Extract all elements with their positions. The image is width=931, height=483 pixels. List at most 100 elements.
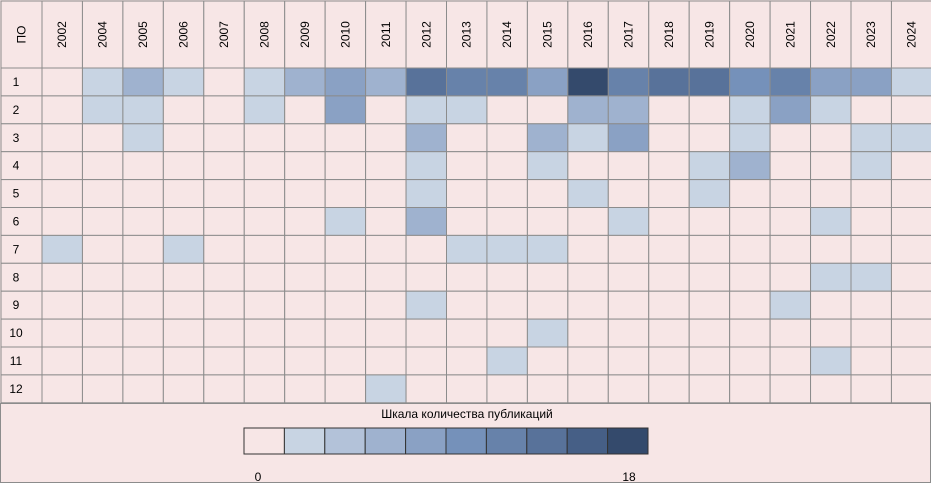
heatmap-cell: [446, 123, 488, 153]
heatmap-cell: [81, 262, 124, 292]
column-header-cell: [648, 0, 690, 69]
column-header-cell: [850, 0, 892, 69]
heatmap-cell: [162, 179, 205, 209]
heatmap-cell: [850, 207, 892, 236]
scale-title: Шкала количества публикаций: [381, 407, 553, 421]
heatmap-cell: [405, 179, 447, 209]
heatmap-cell: [41, 207, 83, 236]
heatmap-cell: [41, 67, 83, 97]
heatmap-cell: [405, 346, 447, 376]
column-header-label: 2002: [55, 21, 69, 48]
heatmap-cell: [162, 123, 205, 153]
heatmap-cell: [446, 262, 488, 292]
heatmap-cell: [567, 346, 609, 376]
heatmap-cell: [162, 151, 205, 181]
scale-swatch: [324, 427, 366, 455]
row-label: 7: [13, 242, 20, 256]
heatmap-cell: [365, 262, 407, 292]
heatmap-cell: [607, 346, 650, 376]
heatmap-cell: [81, 207, 124, 236]
row-label: 3: [13, 131, 20, 145]
heatmap-cell: [890, 374, 931, 404]
heatmap-cell: [648, 374, 690, 404]
heatmap-cell: [648, 234, 690, 264]
heatmap-cell: [648, 151, 690, 181]
heatmap-cell: [688, 151, 731, 181]
heatmap-cell: [203, 290, 245, 320]
heatmap-cell: [810, 179, 852, 209]
heatmap-cell: [405, 234, 447, 264]
heatmap-cell: [850, 262, 892, 292]
heatmap-cell: [688, 318, 731, 348]
heatmap-cell: [890, 207, 931, 236]
heatmap-cell: [890, 67, 931, 97]
heatmap-cell: [81, 346, 124, 376]
heatmap-cell: [850, 151, 892, 181]
heatmap-cell: [405, 318, 447, 348]
heatmap-cell: [284, 318, 326, 348]
heatmap-cell: [850, 67, 892, 97]
heatmap-cell: [567, 151, 609, 181]
heatmap-cell: [486, 179, 528, 209]
heatmap-cell: [81, 374, 124, 404]
heatmap-cell: [688, 67, 731, 97]
heatmap-cell: [162, 374, 205, 404]
heatmap-cell: [203, 374, 245, 404]
heatmap-cell: [567, 95, 609, 125]
column-header-label: 2009: [298, 21, 312, 48]
heatmap-cell: [688, 95, 731, 125]
heatmap-cell: [526, 151, 569, 181]
column-header-label: 2024: [905, 21, 919, 48]
heatmap-cell: [486, 318, 528, 348]
heatmap-cell: [688, 123, 731, 153]
scale-swatch: [283, 427, 326, 455]
heatmap-cell: [81, 95, 124, 125]
heatmap-cell: [243, 95, 286, 125]
heatmap-cell: [41, 262, 83, 292]
heatmap-cell: [81, 234, 124, 264]
heatmap-cell: [284, 290, 326, 320]
heatmap-cell: [688, 374, 731, 404]
heatmap-cell: [324, 207, 367, 236]
heatmap-cell: [810, 207, 852, 236]
scale-swatch: [566, 427, 609, 455]
heatmap-cell: [526, 262, 569, 292]
heatmap-cell: [607, 207, 650, 236]
heatmap-cell: [405, 67, 447, 97]
heatmap-cell: [729, 179, 771, 209]
column-header-cell: [41, 0, 83, 69]
heatmap-cell: [405, 290, 447, 320]
heatmap-cell: [526, 179, 569, 209]
row-label: 5: [13, 187, 20, 201]
heatmap-cell: [850, 346, 892, 376]
heatmap-cell: [526, 290, 569, 320]
heatmap-cell: [41, 151, 83, 181]
column-headers: 2002 2004 2005 2006 2007 2008 2009 2010 2011 2012…: [55, 21, 918, 48]
heatmap-cell: [243, 374, 286, 404]
heatmap-cell: [729, 67, 771, 97]
heatmap-cell: [405, 123, 447, 153]
color-scale: [243, 427, 649, 455]
heatmap-cell: [122, 262, 164, 292]
heatmap-cell: [81, 290, 124, 320]
heatmap-cell: [203, 123, 245, 153]
heatmap-cell: [769, 234, 812, 264]
row-label: 6: [13, 214, 20, 228]
heatmap-cell: [243, 179, 286, 209]
column-header-cell: [810, 0, 852, 69]
heatmap-cell: [243, 67, 286, 97]
corner-label: ПО: [15, 26, 29, 44]
heatmap-cell: [162, 207, 205, 236]
heatmap-cell: [648, 207, 690, 236]
heatmap-cell: [284, 262, 326, 292]
heatmap-cell: [243, 151, 286, 181]
heatmap-cell: [688, 290, 731, 320]
column-header-label: 2004: [96, 21, 110, 48]
heatmap-cell: [243, 234, 286, 264]
heatmap-cell: [729, 290, 771, 320]
heatmap-cell: [122, 95, 164, 125]
heatmap-cell: [567, 290, 609, 320]
heatmap-cell: [810, 318, 852, 348]
heatmap-cell: [810, 262, 852, 292]
